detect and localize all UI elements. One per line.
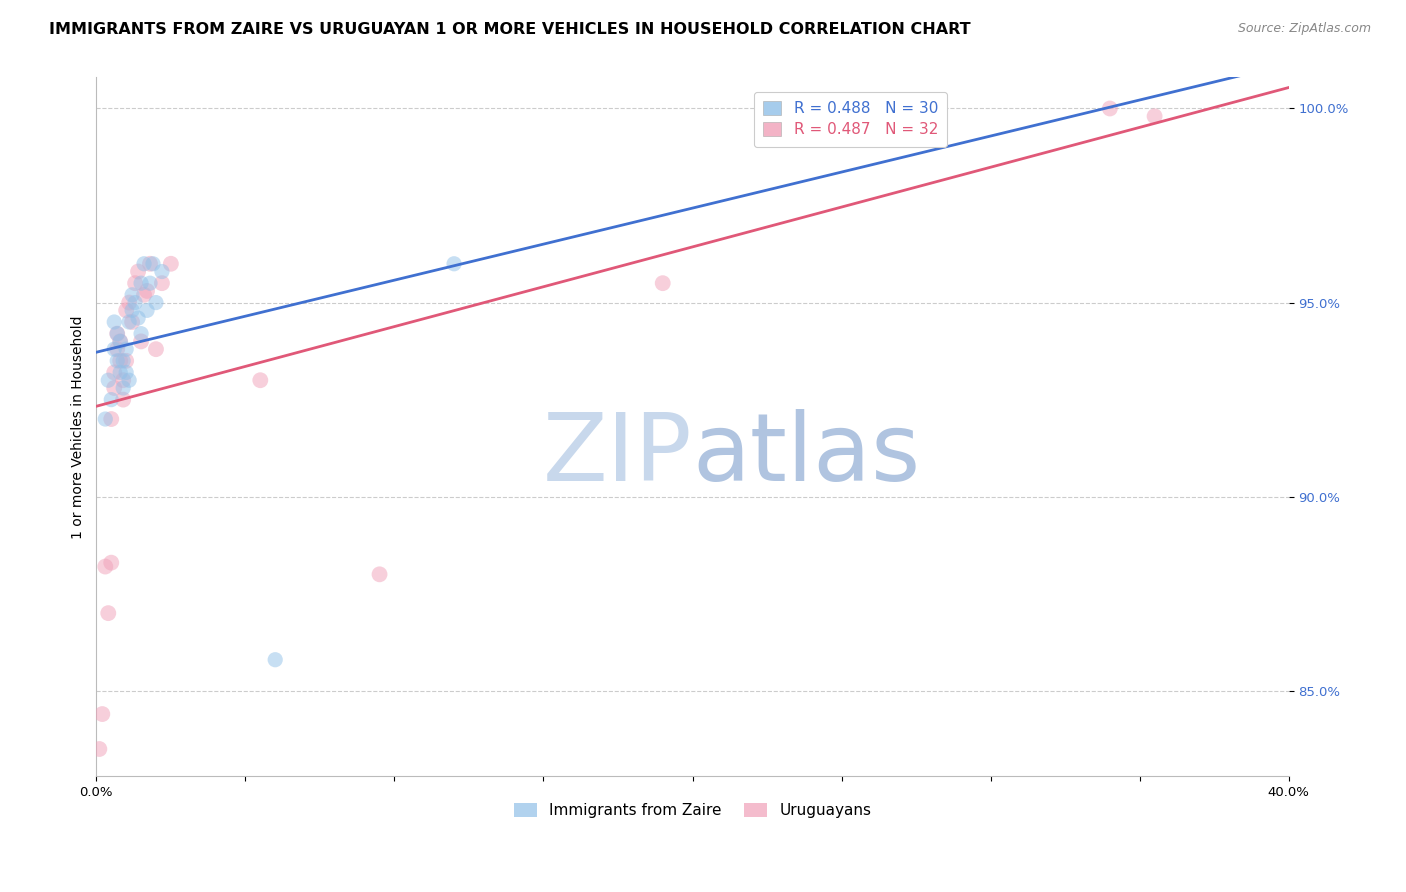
Point (145, 295, 167, 310)
Point (145, 342, 167, 356)
Point (142, 257, 165, 271)
Legend: Immigrants from Zaire, Uruguayans: Immigrants from Zaire, Uruguayans (508, 797, 877, 824)
Point (129, 326, 152, 341)
Text: Source: ZipAtlas.com: Source: ZipAtlas.com (1237, 22, 1371, 36)
Point (105, 342, 128, 356)
Point (136, 284, 159, 298)
Point (1143, 109, 1166, 123)
Point (112, 354, 135, 368)
Point (115, 342, 138, 356)
Point (103, 381, 125, 395)
Point (105, 326, 128, 341)
Point (368, 567, 391, 582)
Point (139, 276, 162, 290)
Point (139, 257, 162, 271)
Point (124, 295, 146, 310)
Point (890, 102, 912, 116)
Point (129, 334, 152, 349)
Point (132, 257, 155, 271)
Point (103, 342, 125, 356)
Point (249, 373, 271, 387)
Point (89, 742, 111, 756)
Text: ZIP: ZIP (543, 409, 693, 500)
Point (129, 276, 152, 290)
Point (118, 295, 141, 310)
Point (1098, 102, 1121, 116)
Point (121, 288, 143, 302)
Point (108, 366, 131, 380)
Point (121, 315, 143, 329)
Point (100, 392, 122, 407)
Point (103, 366, 125, 380)
Point (115, 354, 138, 368)
Point (124, 276, 146, 290)
Point (97, 373, 120, 387)
Point (136, 303, 159, 318)
Point (108, 354, 131, 368)
Point (651, 276, 673, 290)
Point (121, 303, 143, 318)
Point (94, 559, 117, 574)
Point (105, 326, 128, 341)
Text: atlas: atlas (693, 409, 921, 500)
Point (105, 354, 128, 368)
Point (443, 257, 465, 271)
Text: IMMIGRANTS FROM ZAIRE VS URUGUAYAN 1 OR MORE VEHICLES IN HOUSEHOLD CORRELATION C: IMMIGRANTS FROM ZAIRE VS URUGUAYAN 1 OR … (49, 22, 970, 37)
Point (115, 366, 138, 380)
Point (160, 257, 183, 271)
Point (112, 392, 135, 407)
Point (264, 653, 287, 667)
Point (112, 373, 135, 387)
Point (118, 315, 141, 329)
Point (115, 303, 138, 318)
Point (103, 315, 125, 329)
Point (100, 556, 122, 570)
Point (132, 288, 155, 302)
Point (108, 334, 131, 349)
Point (127, 311, 149, 326)
Point (118, 373, 141, 387)
Point (100, 412, 122, 426)
Point (127, 264, 149, 278)
Point (97, 606, 120, 620)
Point (108, 334, 131, 349)
Point (91, 707, 114, 722)
Point (150, 276, 173, 290)
Point (112, 381, 135, 395)
Point (150, 264, 173, 278)
Y-axis label: 1 or more Vehicles in Household: 1 or more Vehicles in Household (72, 315, 86, 539)
Point (94, 412, 117, 426)
